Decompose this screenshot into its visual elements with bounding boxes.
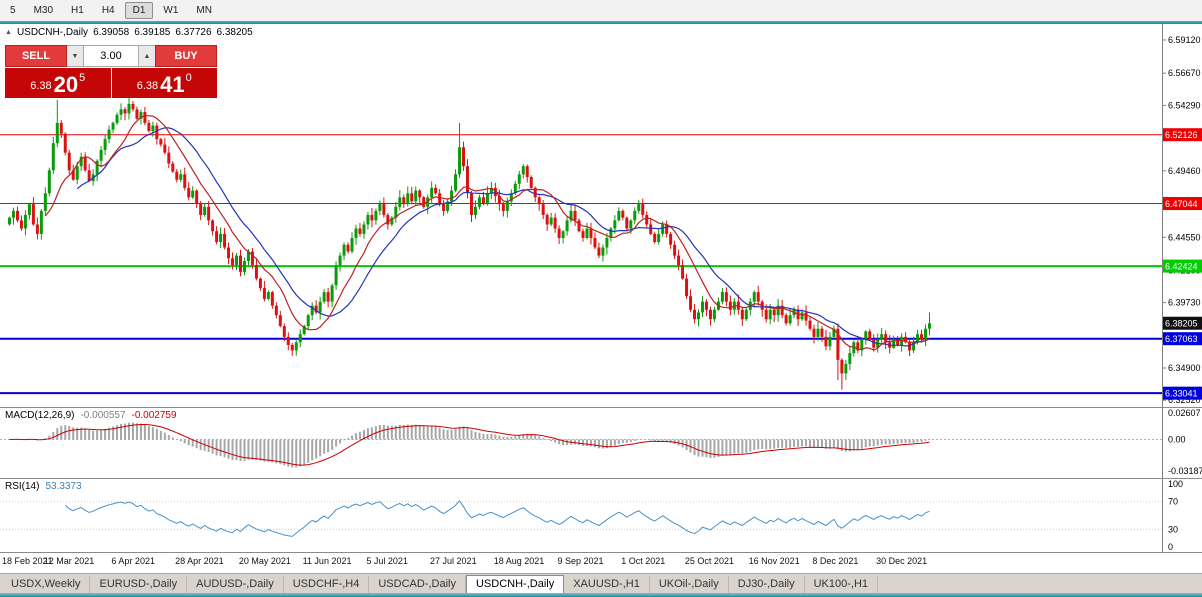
- svg-text:6.34900: 6.34900: [1168, 363, 1201, 373]
- tab-dj30-daily[interactable]: DJ30-,Daily: [729, 576, 805, 593]
- ohlc-high: 6.39185: [134, 27, 171, 38]
- tab-uk100-h1[interactable]: UK100-,H1: [805, 576, 879, 593]
- svg-text:0: 0: [1168, 542, 1173, 552]
- sell-button[interactable]: SELL: [5, 45, 67, 67]
- macd-chart[interactable]: 0.02607 0.00 -0.03187: [0, 408, 1202, 478]
- date-label: 18 Feb 2021: [2, 556, 53, 566]
- sell-price-prefix: 6.38: [30, 80, 52, 92]
- sell-price-pip: 5: [79, 72, 86, 84]
- svg-text:6.49460: 6.49460: [1168, 166, 1201, 176]
- time-axis[interactable]: 18 Feb 2021 12 Mar 2021 6 Apr 2021 28 Apr 2…: [0, 552, 1202, 570]
- svg-text:6.33041: 6.33041: [1165, 389, 1198, 399]
- svg-text:70: 70: [1168, 497, 1178, 507]
- macd-label: MACD(12,26,9) -0.000557 -0.002759: [5, 410, 177, 421]
- timeframe-button-h4[interactable]: H4: [101, 5, 115, 16]
- rsi-name: RSI(14): [5, 481, 40, 492]
- rsi-value: 53.3373: [45, 481, 82, 492]
- rsi-label: RSI(14) 53.3373: [5, 481, 82, 492]
- svg-text:6.56670: 6.56670: [1168, 68, 1201, 78]
- tab-usdcad-daily[interactable]: USDCAD-,Daily: [369, 576, 466, 593]
- date-label: 27 Jul 2021: [430, 556, 477, 566]
- trade-controls-row: SELL ▼ ▲ BUY: [5, 45, 217, 67]
- one-click-toggle-icon[interactable]: ▲: [5, 29, 12, 36]
- svg-text:6.42424: 6.42424: [1165, 262, 1198, 272]
- chart-window-border: [0, 21, 1202, 24]
- svg-text:6.32520: 6.32520: [1168, 395, 1201, 405]
- volume-increase-button[interactable]: ▲: [139, 45, 155, 67]
- date-label: 8 Dec 2021: [812, 556, 859, 566]
- tab-audusd-daily[interactable]: AUDUSD-,Daily: [187, 576, 284, 593]
- macd-main-value: -0.000557: [80, 410, 126, 421]
- tab-usdcnh-daily[interactable]: USDCNH-,Daily: [465, 575, 565, 593]
- timeframe-button-m30[interactable]: M30: [33, 5, 54, 16]
- date-label: 28 Apr 2021: [175, 556, 224, 566]
- timeframe-button-h1[interactable]: H1: [71, 5, 84, 16]
- svg-text:0.00: 0.00: [1168, 435, 1186, 445]
- date-label: 6 Apr 2021: [111, 556, 155, 566]
- tab-ukoil-daily[interactable]: UKOil-,Daily: [650, 576, 729, 593]
- timeframe-button-mn[interactable]: MN: [196, 5, 212, 16]
- date-label: 5 Jul 2021: [366, 556, 408, 566]
- chart-ohlc-readout: ▲ USDCNH-,Daily 6.39058 6.39185 6.37726 …: [5, 27, 253, 38]
- svg-text:6.44550: 6.44550: [1168, 232, 1201, 242]
- one-click-trade-panel: SELL ▼ ▲ BUY 6.38 20 5 6.38 41 0: [5, 45, 217, 98]
- timeframe-button-w1[interactable]: W1: [163, 5, 179, 16]
- buy-button[interactable]: BUY: [155, 45, 217, 67]
- sell-price-big: 20: [53, 72, 79, 97]
- chart-symbol-label: USDCNH-,Daily: [16, 27, 89, 38]
- svg-text:30: 30: [1168, 524, 1178, 534]
- sell-price-display[interactable]: 6.38 20 5: [5, 68, 111, 98]
- tab-eurusd-daily[interactable]: EURUSD-,Daily: [90, 576, 188, 593]
- buy-price-pip: 0: [185, 72, 192, 84]
- taskbar-edge: [0, 593, 1202, 597]
- timeframe-button-d1[interactable]: D1: [124, 2, 154, 19]
- svg-text:-0.03187: -0.03187: [1168, 466, 1202, 476]
- date-label: 1 Oct 2021: [621, 556, 666, 566]
- macd-pane[interactable]: 0.02607 0.00 -0.03187 MACD(12,26,9) -0.000…: [0, 407, 1202, 478]
- svg-text:6.37063: 6.37063: [1165, 334, 1198, 344]
- trade-prices-row: 6.38 20 5 6.38 41 0: [5, 68, 217, 98]
- svg-text:6.59120: 6.59120: [1168, 35, 1201, 45]
- svg-text:0.02607: 0.02607: [1168, 408, 1201, 418]
- svg-text:6.39730: 6.39730: [1168, 298, 1201, 308]
- tab-xauusd-h1[interactable]: XAUUSD-,H1: [564, 576, 650, 593]
- date-label: 12 Mar 2021: [43, 556, 95, 566]
- date-label: 25 Oct 2021: [684, 556, 734, 566]
- macd-name: MACD(12,26,9): [5, 410, 75, 421]
- volume-input[interactable]: [83, 45, 139, 67]
- macd-signal-value: -0.002759: [131, 410, 177, 421]
- buy-price-display[interactable]: 6.38 41 0: [111, 68, 217, 98]
- ohlc-close: 6.38205: [216, 27, 253, 38]
- svg-text:6.54290: 6.54290: [1168, 100, 1201, 110]
- rsi-pane[interactable]: 100 70 30 0 RSI(14) 53.3373: [0, 478, 1202, 552]
- timeframe-button-5[interactable]: 5: [10, 5, 16, 16]
- tab-usdx-weekly[interactable]: USDX,Weekly: [2, 576, 91, 593]
- timeframe-buttons: 5 M30 H1 H4 D1 W1 MN: [2, 2, 220, 19]
- svg-text:6.47044: 6.47044: [1165, 199, 1198, 209]
- ohlc-open: 6.39058: [93, 27, 130, 38]
- rsi-chart[interactable]: 100 70 30 0: [0, 479, 1202, 552]
- buy-price-big: 41: [160, 72, 185, 97]
- svg-text:6.38205: 6.38205: [1165, 319, 1198, 329]
- svg-text:6.52126: 6.52126: [1165, 130, 1198, 140]
- main-chart-pane[interactable]: 6.591206.566706.542906.519106.494606.470…: [0, 24, 1202, 407]
- timeframe-toolbar: 5 M30 H1 H4 D1 W1 MN: [0, 0, 1202, 22]
- date-label: 9 Sep 2021: [557, 556, 604, 566]
- ohlc-low: 6.37726: [175, 27, 212, 38]
- svg-text:100: 100: [1168, 479, 1183, 489]
- date-label: 30 Dec 2021: [876, 556, 928, 566]
- date-label: 20 May 2021: [238, 556, 291, 566]
- date-label: 16 Nov 2021: [748, 556, 800, 566]
- chart-tab-bar: USDX,Weekly EURUSD-,Daily AUDUSD-,Daily USD…: [0, 573, 1202, 593]
- volume-decrease-button[interactable]: ▼: [67, 45, 83, 67]
- buy-price-prefix: 6.38: [136, 80, 159, 92]
- candlestick-chart[interactable]: 6.591206.566706.542906.519106.494606.470…: [0, 24, 1202, 407]
- date-label: 18 Aug 2021: [493, 556, 545, 566]
- tab-usdchf-h4[interactable]: USDCHF-,H4: [284, 576, 370, 593]
- date-label: 11 Jun 2021: [302, 556, 352, 566]
